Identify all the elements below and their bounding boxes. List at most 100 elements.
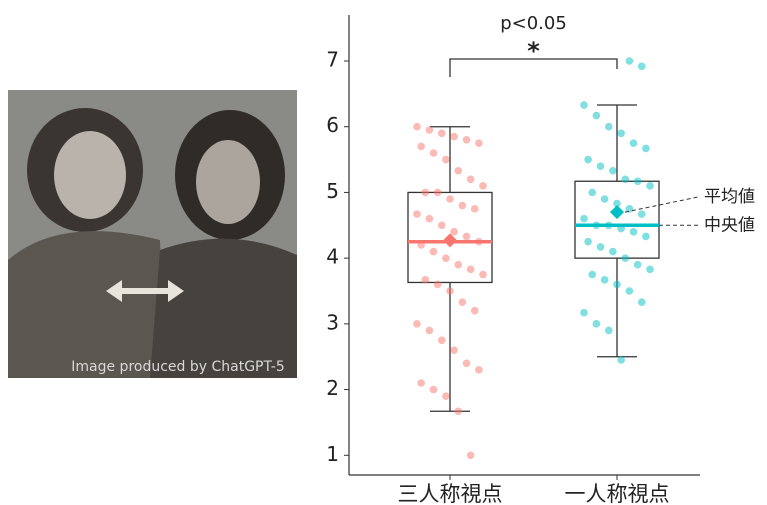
data-point xyxy=(601,276,609,284)
page: Image produced by ChatGPT-5 1234567三人称視点… xyxy=(0,0,767,505)
chart: 1234567三人称視点一人称視点p<0.05*平均値中央値 xyxy=(326,13,755,505)
significance-marker: * xyxy=(527,37,540,65)
data-point xyxy=(454,167,462,175)
data-point xyxy=(450,228,458,236)
data-point xyxy=(430,149,438,157)
data-point xyxy=(646,182,654,190)
data-point xyxy=(580,309,588,317)
data-point xyxy=(450,133,458,141)
data-point xyxy=(593,112,601,120)
data-point xyxy=(617,356,625,364)
data-point xyxy=(459,202,467,210)
data-point xyxy=(471,205,479,213)
body-left xyxy=(8,231,165,378)
x-tick-label: 三人称視点 xyxy=(398,482,503,505)
data-point xyxy=(434,189,442,197)
data-point xyxy=(413,320,421,328)
data-point xyxy=(613,281,621,289)
mean-label: 平均値 xyxy=(704,187,755,207)
y-tick-label: 5 xyxy=(326,179,339,203)
data-point xyxy=(638,298,646,306)
data-point xyxy=(459,298,467,306)
data-point xyxy=(426,215,434,223)
data-point xyxy=(588,271,596,279)
data-point xyxy=(467,175,475,183)
data-point xyxy=(417,379,425,387)
data-point xyxy=(438,336,446,344)
photo-caption: Image produced by ChatGPT-5 xyxy=(71,359,284,375)
data-point xyxy=(446,287,454,295)
data-point xyxy=(442,392,450,400)
mean-marker xyxy=(610,205,624,219)
data-point xyxy=(626,57,634,65)
data-point xyxy=(638,62,646,70)
mean-pointer xyxy=(625,197,698,212)
data-point xyxy=(609,248,617,256)
data-point xyxy=(580,101,588,109)
data-point xyxy=(634,177,642,185)
data-point xyxy=(646,266,654,274)
data-point xyxy=(605,123,613,131)
data-point xyxy=(621,175,629,183)
data-point xyxy=(593,320,601,328)
data-point xyxy=(479,271,487,279)
data-point xyxy=(588,189,596,197)
data-point xyxy=(413,123,421,131)
data-point xyxy=(454,261,462,269)
data-point xyxy=(626,287,634,295)
data-point xyxy=(630,228,638,236)
data-point xyxy=(630,139,638,147)
data-point xyxy=(421,189,429,197)
data-point xyxy=(475,139,483,147)
data-point xyxy=(438,129,446,137)
data-point xyxy=(463,359,471,367)
face-left xyxy=(54,131,126,219)
data-point xyxy=(467,266,475,274)
face-right xyxy=(196,140,260,224)
body-right xyxy=(150,239,297,378)
data-point xyxy=(471,307,479,315)
data-point xyxy=(605,327,613,335)
data-point xyxy=(642,233,650,241)
data-point xyxy=(467,451,475,459)
y-tick-label: 6 xyxy=(326,113,339,137)
data-point xyxy=(454,407,462,415)
data-point xyxy=(417,143,425,151)
data-point xyxy=(463,233,471,241)
data-point xyxy=(446,195,454,203)
x-tick-label: 一人称視点 xyxy=(565,482,670,505)
data-point xyxy=(442,156,450,164)
data-point xyxy=(421,276,429,284)
data-point xyxy=(413,210,421,218)
data-point xyxy=(642,145,650,153)
data-point xyxy=(426,327,434,335)
data-point xyxy=(638,210,646,218)
y-tick-label: 4 xyxy=(326,245,339,269)
data-point xyxy=(430,386,438,394)
median-label: 中央値 xyxy=(704,215,755,235)
data-point xyxy=(580,215,588,223)
y-tick-label: 7 xyxy=(326,48,339,72)
data-point xyxy=(584,156,592,164)
data-point xyxy=(597,162,605,170)
data-point xyxy=(601,195,609,203)
data-point xyxy=(609,167,617,175)
significance-label: p<0.05 xyxy=(500,13,567,34)
data-point xyxy=(438,221,446,229)
data-point xyxy=(442,254,450,262)
data-point xyxy=(463,136,471,144)
y-tick-label: 3 xyxy=(326,310,339,334)
data-point xyxy=(634,261,642,269)
data-point xyxy=(584,238,592,246)
data-point xyxy=(426,126,434,134)
data-point xyxy=(450,346,458,354)
data-point xyxy=(621,254,629,262)
data-point xyxy=(479,182,487,190)
data-point xyxy=(430,248,438,256)
data-point xyxy=(617,129,625,137)
photo: Image produced by ChatGPT-5 xyxy=(8,90,297,378)
data-point xyxy=(475,366,483,374)
data-point xyxy=(434,281,442,289)
y-tick-label: 2 xyxy=(326,376,339,400)
data-point xyxy=(597,243,605,251)
